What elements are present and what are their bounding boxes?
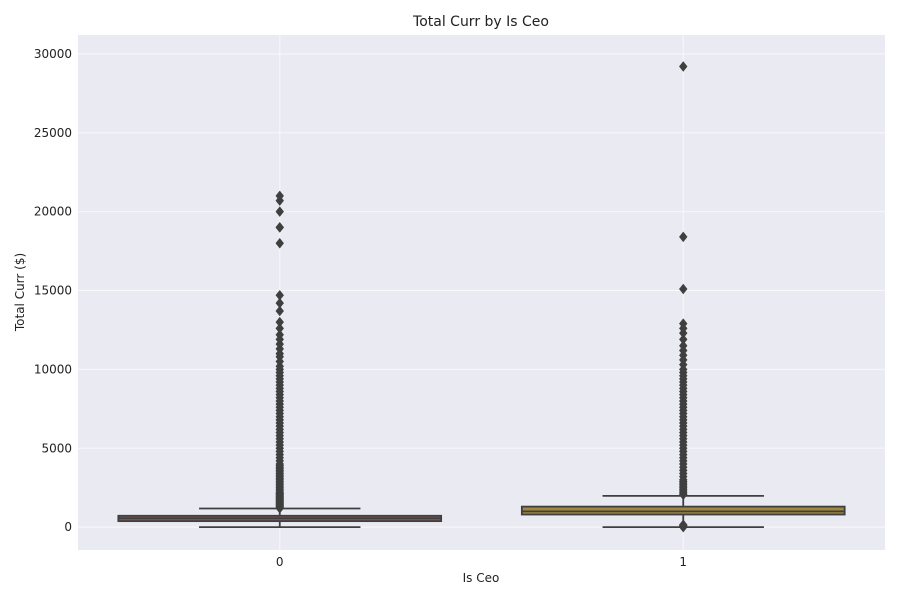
box-group-0 bbox=[117, 190, 443, 529]
tick-layer: 0 5000 10000 15000 20000 25000 30000 0 1 bbox=[34, 47, 687, 569]
outlier-point bbox=[275, 305, 284, 317]
x-tick-label: 1 bbox=[679, 555, 687, 569]
x-axis-label: Is Ceo bbox=[463, 571, 500, 585]
outlier-point bbox=[679, 231, 688, 243]
outlier-point bbox=[275, 222, 284, 233]
outlier-point bbox=[679, 318, 688, 329]
y-axis-label: Total Curr ($) bbox=[13, 253, 27, 332]
outlier-point bbox=[275, 237, 284, 249]
plot-area bbox=[78, 35, 885, 550]
y-tick-label: 5000 bbox=[41, 441, 72, 455]
outlier-point bbox=[275, 316, 284, 328]
y-tick-label: 15000 bbox=[34, 284, 72, 298]
outlier-point bbox=[679, 334, 688, 345]
box-layer bbox=[117, 61, 846, 533]
chart-title: Total Curr by Is Ceo bbox=[412, 14, 549, 30]
outlier-point bbox=[679, 340, 688, 351]
x-tick-label: 0 bbox=[276, 555, 284, 569]
outlier-point bbox=[275, 290, 284, 301]
y-tick-label: 25000 bbox=[34, 126, 72, 140]
y-tick-label: 30000 bbox=[34, 47, 72, 61]
outlier-point bbox=[275, 206, 284, 217]
outlier-point bbox=[275, 323, 284, 334]
outlier-point bbox=[275, 329, 284, 340]
y-tick-label: 0 bbox=[64, 520, 72, 534]
outlier-point bbox=[679, 283, 688, 295]
outlier-point bbox=[679, 61, 688, 72]
outlier-point bbox=[275, 190, 284, 202]
outlier-point bbox=[275, 297, 284, 309]
y-tick-label: 10000 bbox=[34, 362, 72, 376]
box-group-1 bbox=[520, 61, 846, 533]
outlier-point bbox=[679, 519, 688, 531]
y-tick-label: 20000 bbox=[34, 205, 72, 219]
